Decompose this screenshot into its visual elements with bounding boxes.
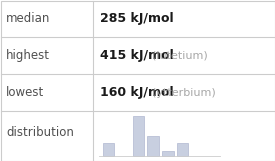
Text: (lutetium): (lutetium) — [152, 51, 207, 61]
Text: 160 kJ/mol: 160 kJ/mol — [100, 86, 174, 99]
Text: 285 kJ/mol: 285 kJ/mol — [100, 12, 174, 25]
Bar — [162, 151, 174, 156]
Bar — [133, 116, 144, 156]
Text: 415 kJ/mol: 415 kJ/mol — [100, 49, 174, 62]
Text: lowest: lowest — [6, 86, 44, 99]
Text: distribution: distribution — [6, 126, 74, 138]
Bar — [177, 143, 188, 156]
Text: median: median — [6, 12, 50, 25]
Bar — [147, 136, 159, 156]
Text: (ytterbium): (ytterbium) — [152, 87, 215, 98]
Text: highest: highest — [6, 49, 50, 62]
Bar — [103, 143, 114, 156]
